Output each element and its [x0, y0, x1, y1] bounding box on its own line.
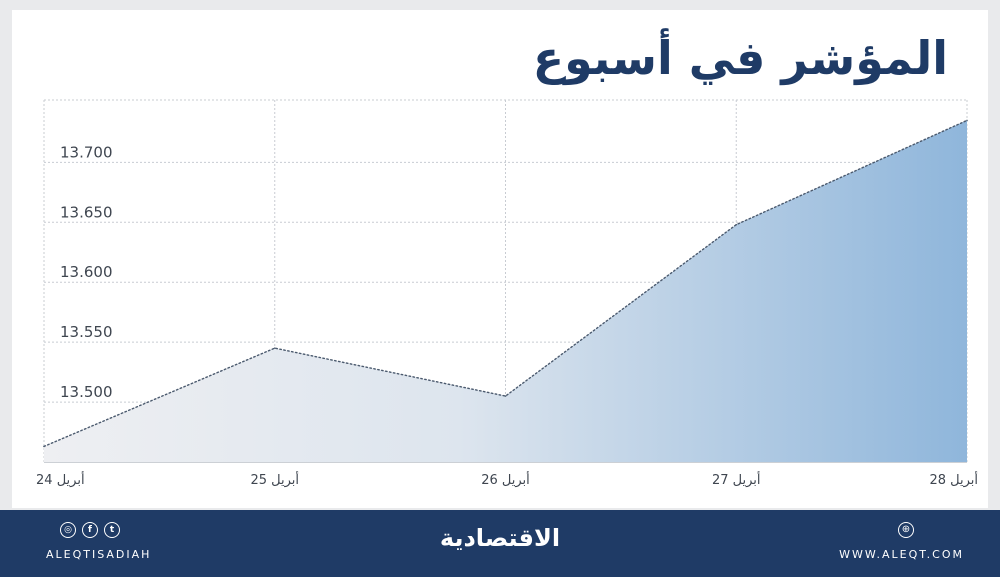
x-tick-label: 28 أبريل [929, 471, 978, 488]
data-point [43, 445, 45, 448]
website-link[interactable]: WWW.ALEQT.COM [839, 548, 964, 561]
globe-icon: ⊕ [898, 522, 914, 538]
y-tick-label: 13.500 [60, 383, 113, 401]
x-tick-label: 27 أبريل [712, 471, 761, 488]
social-handle[interactable]: ALEQTISADIAH [46, 548, 152, 561]
tick-labels: 13.500 13.550 13.600 13.650 13.700 24 أبريل 25… [36, 143, 978, 488]
data-point [504, 395, 507, 397]
y-tick-label: 13.700 [60, 143, 113, 161]
brand-logo: الاقتصادية [439, 524, 561, 552]
x-tick-label: 26 أبريل [481, 471, 530, 488]
social-links: ◎ f t [60, 522, 120, 538]
area-fill [44, 120, 967, 462]
footer-bar: ◎ f t ALEQTISADIAH الاقتصادية ⊕ WWW.ALEQ… [0, 510, 1000, 577]
y-tick-label: 13.600 [60, 263, 113, 281]
data-point [273, 347, 276, 349]
y-tick-label: 13.650 [60, 203, 113, 221]
twitter-icon[interactable]: t [104, 522, 120, 538]
x-tick-label: 24 أبريل [36, 471, 85, 488]
instagram-icon[interactable]: ◎ [60, 522, 76, 538]
data-point [735, 223, 738, 226]
chart-title: المؤشر في أسبوع [532, 31, 948, 85]
area-series [43, 119, 968, 462]
data-point [966, 119, 968, 122]
y-tick-label: 13.550 [60, 323, 113, 341]
facebook-icon[interactable]: f [82, 522, 98, 538]
area-chart: 13.500 13.550 13.600 13.650 13.700 24 أبريل 25… [36, 99, 978, 488]
x-tick-label: 25 أبريل [250, 471, 299, 488]
